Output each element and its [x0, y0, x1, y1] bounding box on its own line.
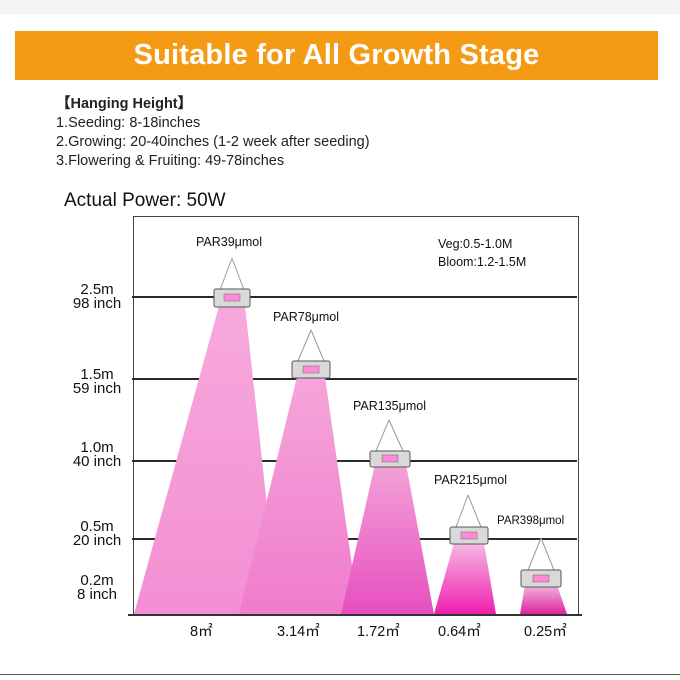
coverage-area-5: 0.25㎡: [524, 624, 567, 640]
grow-light-lamp-2: [291, 329, 331, 379]
height-line-1-5m: [132, 378, 577, 380]
light-cone-5: [520, 585, 567, 614]
par-label-4: PAR215μmol: [434, 473, 507, 487]
light-cone-4: [434, 543, 496, 614]
height-line-2-5m: [132, 296, 577, 298]
height-label-meters: 1.5m: [80, 366, 114, 383]
height-line-1-0m: [132, 460, 577, 462]
par-label-2: PAR78μmol: [273, 310, 340, 324]
par-label-3: PAR135μmol: [353, 399, 426, 413]
grow-light-lamp-1: [213, 257, 251, 308]
height-label-1-5m: 1.5m 59 inch: [67, 366, 127, 397]
light-cone-3: [341, 464, 434, 614]
par-label-5: PAR398μmol: [497, 515, 565, 527]
hanging-item-seeding: 1.Seeding: 8-18inches: [56, 115, 201, 131]
height-label-inches: 59 inch: [72, 380, 122, 397]
coverage-area-3: 1.72㎡: [357, 624, 400, 640]
height-label-1-0m: 1.0m 40 inch: [67, 439, 127, 470]
height-label-meters: 0.5m: [80, 518, 114, 535]
grow-light-lamp-3: [369, 419, 411, 468]
height-label-2-5m: 2.5m 98 inch: [67, 281, 127, 312]
top-strip: [0, 0, 680, 14]
coverage-area-4: 0.64㎡: [438, 624, 481, 640]
height-label-inches: 8 inch: [76, 586, 118, 603]
coverage-area-1: 8㎡: [190, 624, 213, 640]
hanging-item-growing: 2.Growing: 20-40inches (1-2 week after s…: [56, 134, 370, 150]
height-label-inches: 98 inch: [72, 295, 122, 312]
coverage-area-2: 3.14㎡: [277, 624, 320, 640]
ground-line: [128, 614, 582, 616]
height-label-0-5m: 0.5m 20 inch: [67, 518, 127, 549]
light-cone-2: [239, 377, 359, 614]
title-banner: Suitable for All Growth Stage: [15, 31, 658, 80]
recommended-height-legend: Veg:0.5-1.0M Bloom:1.2-1.5M: [438, 235, 526, 271]
actual-power-label: Actual Power: 50W: [64, 190, 226, 211]
height-label-meters: 0.2m: [80, 572, 114, 589]
height-label-meters: 1.0m: [80, 439, 114, 456]
grow-light-lamp-4: [449, 494, 489, 545]
height-label-inches: 40 inch: [72, 453, 122, 470]
hanging-height-info: 【Hanging Height】 1.Seeding: 8-18inches 2…: [56, 95, 370, 171]
bottom-divider: [0, 674, 680, 675]
light-cone-1: [134, 306, 279, 614]
grow-light-lamp-5: [520, 537, 562, 588]
banner-title: Suitable for All Growth Stage: [133, 39, 540, 71]
legend-veg: Veg:0.5-1.0M: [438, 237, 513, 251]
height-label-0-2m: 0.2m 8 inch: [67, 572, 127, 603]
height-label-inches: 20 inch: [72, 532, 122, 549]
height-label-meters: 2.5m: [80, 281, 114, 298]
chart-frame: [133, 216, 579, 615]
par-label-1: PAR39μmol: [196, 235, 263, 249]
hanging-item-flowering: 3.Flowering & Fruiting: 49-78inches: [56, 153, 285, 169]
legend-bloom: Bloom:1.2-1.5M: [438, 255, 527, 269]
hanging-height-heading: 【Hanging Height】: [56, 96, 193, 112]
height-line-0-5m: [132, 538, 577, 540]
